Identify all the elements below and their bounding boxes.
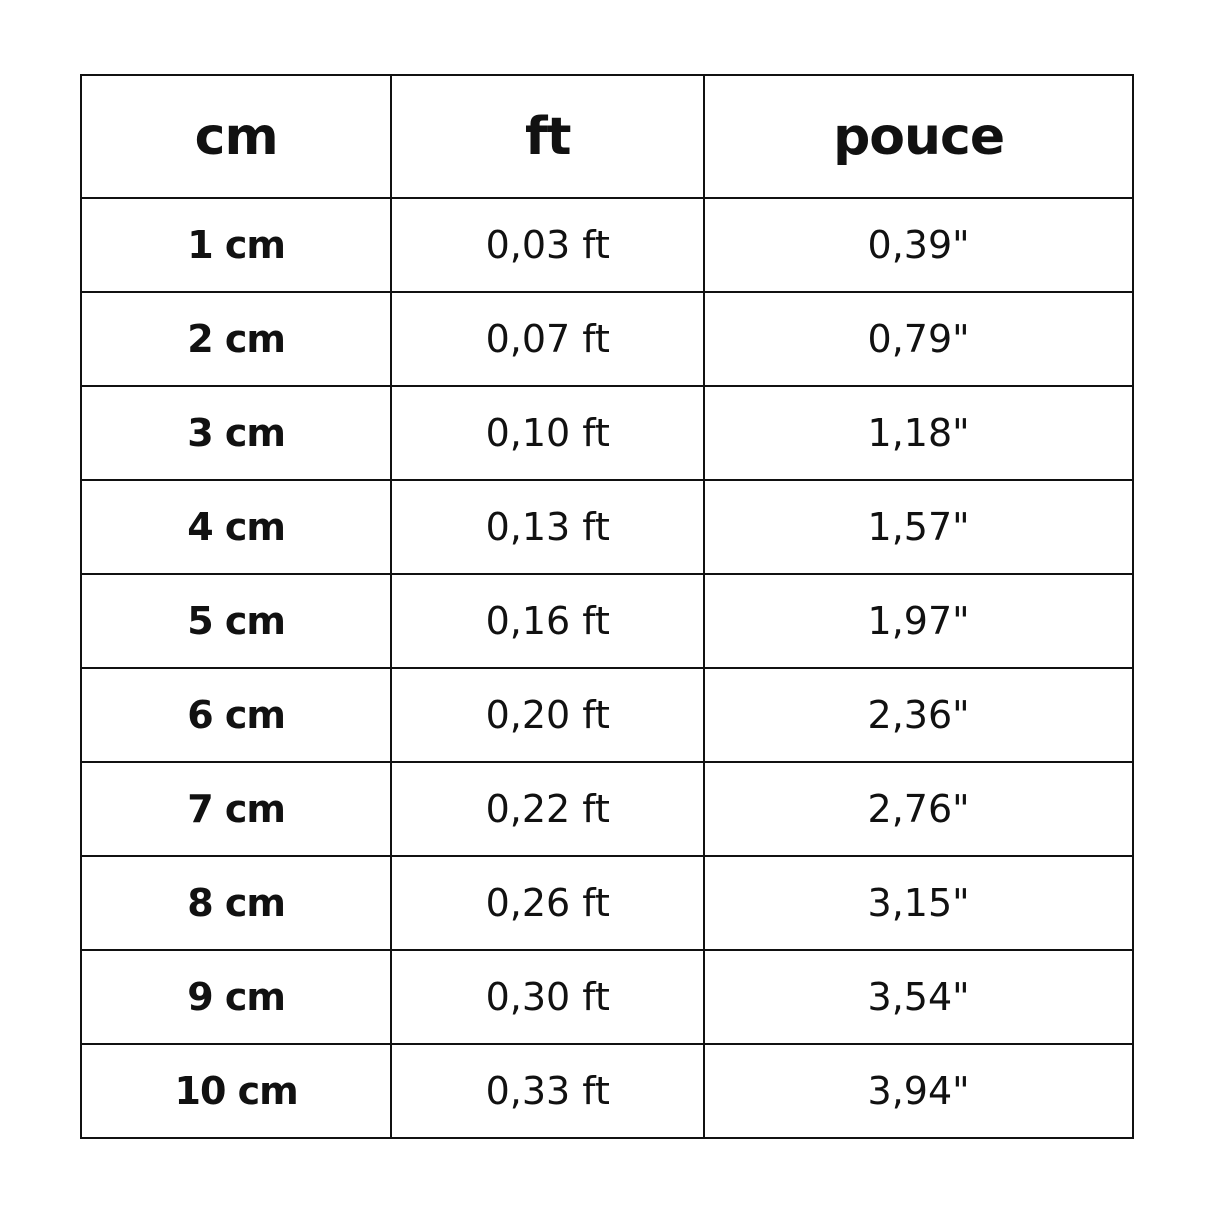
table-row: 8 cm 0,26 ft 3,15" (79, 855, 1134, 951)
cell-cm: 7 cm (79, 761, 393, 857)
cell-cm: 6 cm (79, 667, 393, 763)
table-row: 5 cm 0,16 ft 1,97" (79, 573, 1134, 669)
header-row: cm ft pouce (79, 74, 1134, 199)
cell-pouce: 0,39" (703, 197, 1134, 293)
cell-pouce: 3,54" (703, 949, 1134, 1045)
cell-ft: 0,30 ft (390, 949, 706, 1045)
cell-ft: 0,13 ft (390, 479, 706, 575)
cell-cm: 1 cm (79, 197, 393, 293)
cell-cm: 9 cm (79, 949, 393, 1045)
cell-pouce: 0,79" (703, 291, 1134, 387)
cell-ft: 0,20 ft (390, 667, 706, 763)
cell-ft: 0,22 ft (390, 761, 706, 857)
cell-cm: 2 cm (79, 291, 393, 387)
conversion-table: cm ft pouce 1 cm 0,03 ft 0,39" 2 cm 0,07 ft 0… (79, 74, 1134, 1139)
table-row: 6 cm 0,20 ft 2,36" (79, 667, 1134, 763)
cell-pouce: 1,18" (703, 385, 1134, 481)
cell-pouce: 3,94" (703, 1043, 1134, 1139)
cell-pouce: 1,97" (703, 573, 1134, 669)
cell-ft: 0,26 ft (390, 855, 706, 951)
cell-cm: 5 cm (79, 573, 393, 669)
cell-ft: 0,03 ft (390, 197, 706, 293)
cell-ft: 0,10 ft (390, 385, 706, 481)
table-row: 2 cm 0,07 ft 0,79" (79, 291, 1134, 387)
header-pouce: pouce (703, 74, 1134, 199)
table-row: 10 cm 0,33 ft 3,94" (79, 1043, 1134, 1139)
cell-cm: 3 cm (79, 385, 393, 481)
cell-pouce: 2,36" (703, 667, 1134, 763)
cell-cm: 4 cm (79, 479, 393, 575)
cell-cm: 10 cm (79, 1043, 393, 1139)
cell-pouce: 3,15" (703, 855, 1134, 951)
cell-ft: 0,16 ft (390, 573, 706, 669)
header-ft: ft (390, 74, 706, 199)
cell-ft: 0,33 ft (390, 1043, 706, 1139)
cell-cm: 8 cm (79, 855, 393, 951)
table-row: 9 cm 0,30 ft 3,54" (79, 949, 1134, 1045)
cell-ft: 0,07 ft (390, 291, 706, 387)
cell-pouce: 2,76" (703, 761, 1134, 857)
header-cm: cm (79, 74, 393, 199)
cell-pouce: 1,57" (703, 479, 1134, 575)
table-row: 3 cm 0,10 ft 1,18" (79, 385, 1134, 481)
table-row: 7 cm 0,22 ft 2,76" (79, 761, 1134, 857)
table-row: 1 cm 0,03 ft 0,39" (79, 197, 1134, 293)
table-row: 4 cm 0,13 ft 1,57" (79, 479, 1134, 575)
